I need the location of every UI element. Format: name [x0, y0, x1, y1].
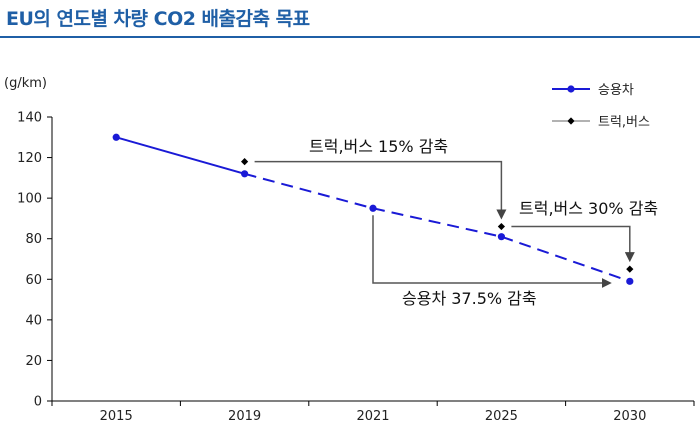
title-underline — [0, 36, 700, 38]
y-tick-label: 40 — [25, 313, 42, 328]
y-tick-label: 140 — [17, 111, 42, 126]
x-tick-label: 2030 — [613, 409, 646, 424]
y-tick-label: 80 — [25, 232, 42, 247]
x-tick-label: 2021 — [356, 409, 389, 424]
series-line-segment-car — [115, 136, 245, 175]
y-axis-unit-label: (g/km) — [4, 76, 47, 91]
data-point-car-2021 — [369, 204, 377, 212]
y-tick-label: 120 — [17, 151, 42, 166]
series-layer — [112, 133, 634, 285]
axes: (g/km) 0 20 40 60 80 100 120 140 2015 2019 2021 2025… — [4, 76, 695, 424]
arrow-truck-30 — [511, 225, 635, 263]
legend-marker-car — [567, 85, 575, 93]
chart-title: EU의 연도별 차량 CO2 배출감축 목표 — [6, 8, 310, 30]
y-tick-label: 0 — [34, 395, 42, 410]
annotation-truck-30: 트럭,버스 30% 감축 — [519, 199, 658, 218]
series-line-segment-car — [501, 235, 631, 283]
y-tick-label: 100 — [17, 192, 42, 207]
data-point-car-2030 — [626, 277, 634, 285]
data-point-truck-2030 — [626, 265, 634, 273]
annotation-truck-15: 트럭,버스 15% 감축 — [309, 137, 448, 156]
legend-marker-truck — [567, 117, 575, 125]
legend-label-car: 승용차 — [598, 83, 634, 98]
data-point-car-2019 — [241, 170, 249, 178]
data-point-car-2015 — [112, 133, 120, 141]
x-tick-label: 2019 — [228, 409, 261, 424]
y-tick-label: 20 — [25, 354, 42, 369]
data-point-truck-2019 — [241, 158, 249, 166]
annotation-car-37-5: 승용차 37.5% 감축 — [402, 289, 537, 308]
arrow-car-37-5 — [372, 215, 612, 288]
x-tick-label: 2015 — [100, 409, 133, 424]
series-line-segment-car — [372, 207, 502, 238]
y-tick-label: 60 — [25, 273, 42, 288]
series-line-segment-car — [244, 172, 374, 210]
data-point-car-2025 — [497, 233, 505, 241]
x-tick-label: 2025 — [485, 409, 518, 424]
data-point-truck-2025 — [497, 222, 505, 231]
legend-label-truck: 트럭,버스 — [598, 115, 650, 130]
arrow-truck-15 — [254, 160, 507, 220]
